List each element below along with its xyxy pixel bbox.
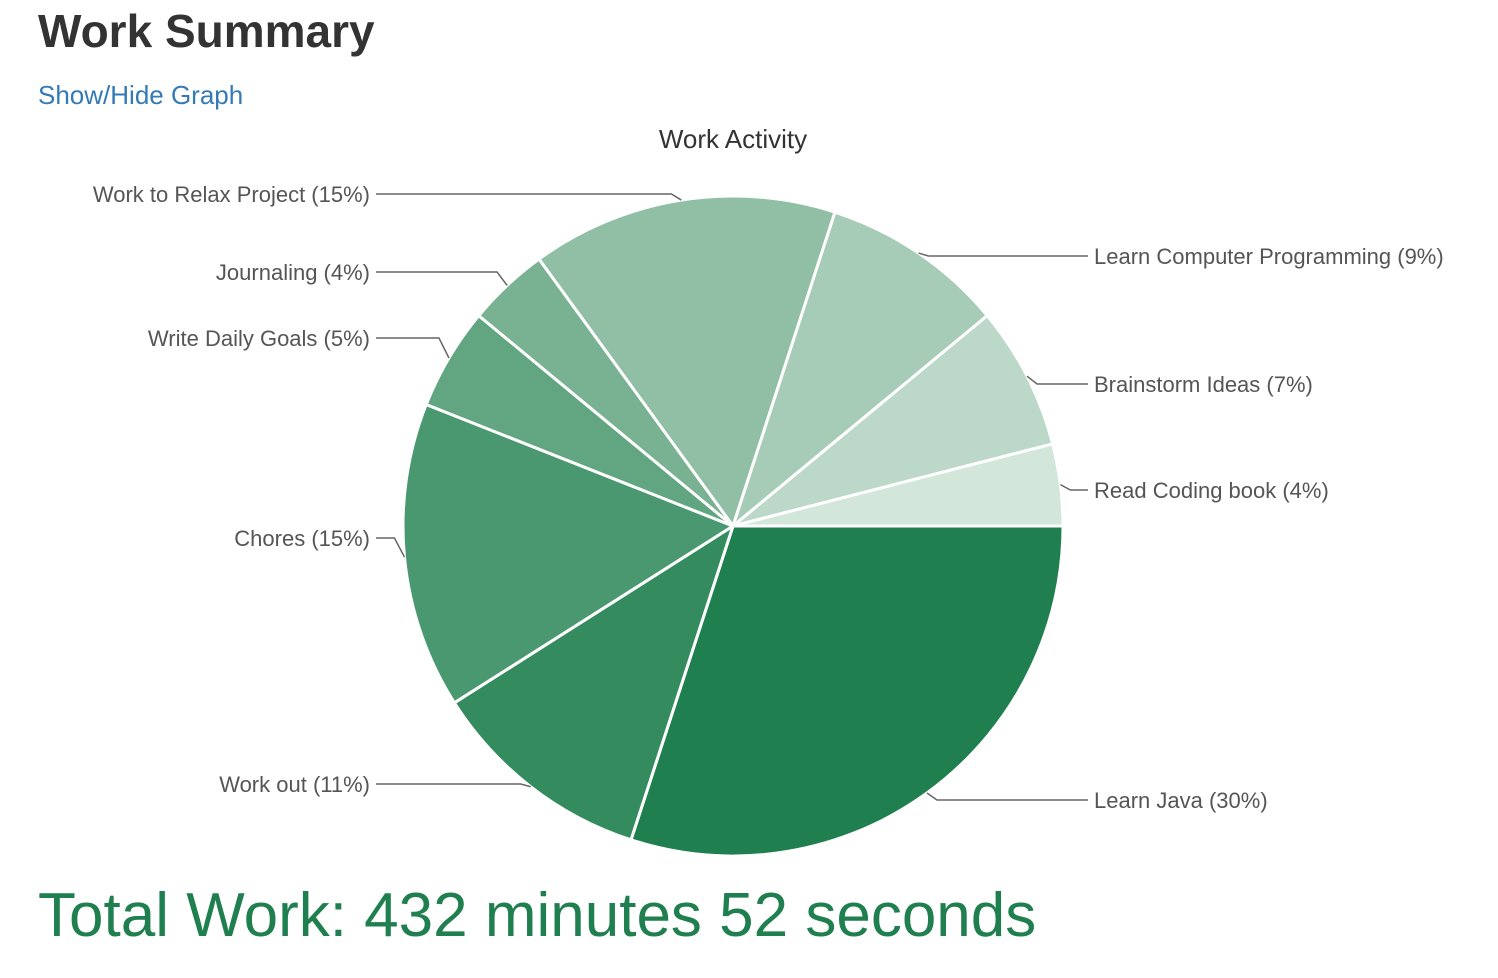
leader-line (376, 783, 531, 788)
slice-label: Work to Relax Project (15%) (93, 182, 370, 207)
leader-line (918, 252, 1088, 257)
pie-slice[interactable] (732, 313, 1055, 528)
show-hide-graph-link[interactable]: Show/Hide Graph (38, 80, 244, 110)
slice-label: Brainstorm Ideas (7%) (1094, 372, 1313, 397)
pie-labels: Learn Java (30%) Work out (11%) Chores (15… (93, 182, 1444, 813)
slice-label: Journaling (4%) (216, 260, 370, 285)
pie-slice[interactable] (732, 442, 1065, 528)
slice-label: Write Daily Goals (5%) (148, 326, 370, 351)
leader-line (376, 337, 450, 359)
slice-label: Read Coding book (4%) (1094, 478, 1329, 503)
slice-label: Learn Computer Programming (9%) (1094, 244, 1444, 269)
slice-label: Work out (11%) (219, 772, 370, 797)
slice-label: Chores (15%) (234, 526, 370, 551)
pie-slice[interactable] (536, 194, 837, 530)
leader-line (376, 537, 406, 558)
pie-leader-lines (376, 193, 1088, 801)
leader-line (1060, 483, 1088, 491)
pie-slice[interactable] (729, 210, 990, 531)
leader-line (926, 792, 1088, 801)
pie-slice[interactable] (401, 402, 737, 705)
leader-line (1026, 375, 1088, 385)
pie-slices (401, 194, 1065, 858)
work-activity-pie-chart: Work Activity Learn Java (30%) Work out (… (93, 124, 1444, 858)
slice-label: Learn Java (30%) (1094, 788, 1268, 813)
leader-line (376, 193, 682, 201)
chart-title: Work Activity (659, 124, 807, 154)
leader-line (376, 271, 508, 286)
total-work-time: Total Work: 432 minutes 52 seconds (38, 881, 1037, 950)
page-title: Work Summary (38, 5, 375, 57)
